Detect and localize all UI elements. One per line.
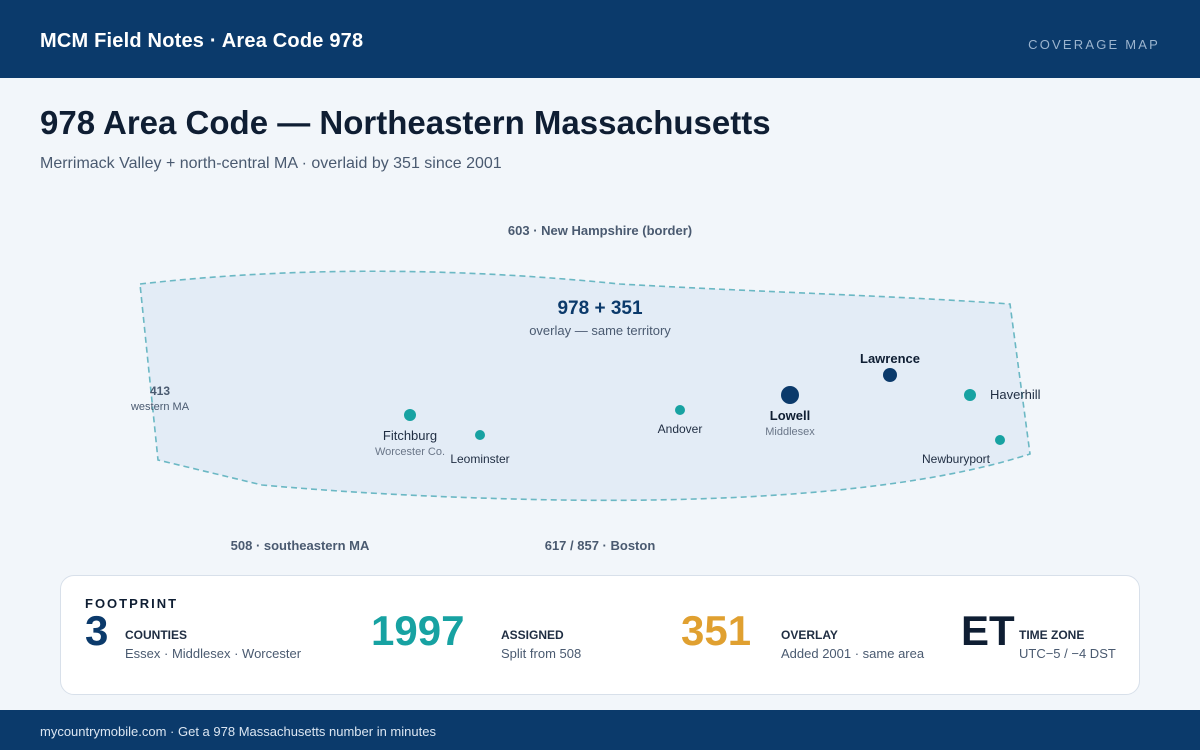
footprint-heading: FOOTPRINT xyxy=(85,596,179,611)
header-tagline: COVERAGE MAP xyxy=(1028,37,1160,52)
neighbor-north-label: 603 · New Hampshire (border) xyxy=(508,223,692,238)
stat-detail: Essex · Middlesex · Worcester xyxy=(125,646,302,661)
coverage-map: 603 · New Hampshire (border) 413 western… xyxy=(130,223,1041,553)
header-bar: MCM Field Notes · Area Code 978 COVERAGE… xyxy=(0,0,1200,78)
city-lawrence[interactable]: Lawrence xyxy=(860,351,920,382)
city-fitchburg[interactable]: Fitchburg Worcester Co. xyxy=(375,409,445,458)
city-name: Fitchburg xyxy=(383,428,437,443)
city-name: Lawrence xyxy=(860,351,920,366)
city-newburyport[interactable]: Newburyport xyxy=(922,435,1005,466)
city-leominster[interactable]: Leominster xyxy=(450,430,510,466)
stat-value: 1997 xyxy=(371,607,465,654)
stat-detail: Added 2001 · same area xyxy=(781,646,925,661)
stat-label: OVERLAY xyxy=(781,628,838,642)
city-marker xyxy=(404,409,416,421)
city-note: Middlesex xyxy=(765,426,815,438)
city-name: Lowell xyxy=(770,408,810,423)
stat-label: ASSIGNED xyxy=(501,628,564,642)
footprint-card: FOOTPRINT 3 COUNTIES Essex · Middlesex ·… xyxy=(60,575,1140,695)
neighbor-south-label: 617 / 857 · Boston xyxy=(545,538,656,553)
page-subtitle: Merrimack Valley + north-central MA · ov… xyxy=(40,155,502,172)
neighbor-west-name: western MA xyxy=(130,401,190,413)
city-marker xyxy=(475,430,485,440)
city-name: Newburyport xyxy=(922,452,991,466)
city-marker xyxy=(883,368,897,382)
city-name: Haverhill xyxy=(990,387,1041,402)
footer-bar: mycountrymobile.com · Get a 978 Massachu… xyxy=(0,710,1200,750)
stat-value: 351 xyxy=(681,607,752,654)
neighbor-west-code: 413 xyxy=(150,384,170,398)
stat-label: COUNTIES xyxy=(125,628,188,642)
city-haverhill[interactable]: Haverhill xyxy=(964,387,1041,402)
region-label: 978 + 351 xyxy=(557,298,642,319)
city-marker xyxy=(995,435,1005,445)
city-lowell[interactable]: Lowell Middlesex xyxy=(765,386,815,438)
city-andover[interactable]: Andover xyxy=(658,405,703,436)
city-name: Andover xyxy=(658,422,703,436)
stat-detail: UTC−5 / −4 DST xyxy=(1019,646,1116,661)
region-sublabel: overlay — same territory xyxy=(529,323,671,338)
brand-title: MCM Field Notes · Area Code 978 xyxy=(40,30,364,52)
region-978-outline xyxy=(139,270,1031,502)
stat-detail: Split from 508 xyxy=(501,646,582,661)
city-name: Leominster xyxy=(450,452,509,466)
stat-value: ET xyxy=(961,607,1015,654)
page-title: 978 Area Code — Northeastern Massachuset… xyxy=(40,104,771,141)
footer-text: mycountrymobile.com · Get a 978 Massachu… xyxy=(40,724,436,739)
city-marker xyxy=(964,389,976,401)
neighbor-southwest-label: 508 · southeastern MA xyxy=(231,538,370,553)
city-marker xyxy=(675,405,685,415)
city-note: Worcester Co. xyxy=(375,446,445,458)
city-marker xyxy=(781,386,799,404)
stat-label: TIME ZONE xyxy=(1019,628,1085,642)
stat-value: 3 xyxy=(85,607,109,654)
